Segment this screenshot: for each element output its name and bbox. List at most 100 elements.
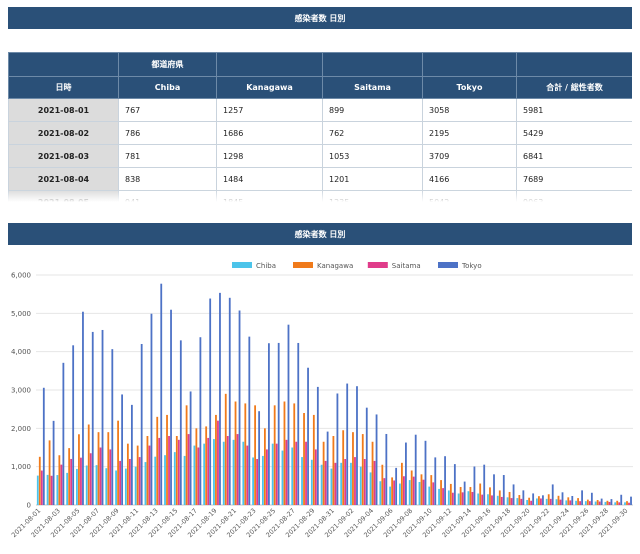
bar [183,455,186,505]
table-row: 2021-08-02 786 1686 762 2195 5429 [8,121,632,145]
bar [420,474,423,505]
bar [160,283,163,505]
bar [170,309,172,505]
bar [405,442,407,505]
bar [471,491,474,505]
bar [453,464,456,505]
column-header[interactable]: Chiba [118,76,217,99]
table-cell: 1298 [216,144,323,168]
bar [219,292,221,505]
table-cell: 786 [118,121,217,145]
bar [234,401,237,505]
bar [430,475,433,505]
column-header[interactable]: Saitama [322,76,423,99]
group-header-blank [422,52,517,77]
bar [305,441,307,505]
bar [213,439,215,505]
bar [528,497,531,505]
bar [287,324,290,505]
bar [168,436,170,505]
table-cell: 899 [322,98,423,122]
legend-item[interactable]: Chiba [232,262,276,270]
bar [604,501,607,505]
column-header[interactable]: 合計 / 総性者数 [516,76,632,99]
column-header-row: 日時 Chiba Kanagawa Saitama Tokyo 合計 / 総性者数 [8,76,632,99]
bar [385,433,388,505]
bar [590,492,593,505]
bar [522,490,525,505]
bar [401,462,403,505]
table-body: 2021-08-01 767 1257 899 3058 5981 2021-08-02 78… [8,98,632,202]
bar [508,491,511,505]
bar [82,311,84,505]
bar [295,441,298,505]
legend-item[interactable]: Tokyo [438,262,482,270]
bar [359,466,362,505]
bar [626,501,628,505]
bar [322,441,325,505]
table-cell: 6841 [516,144,632,168]
bar [500,496,503,505]
group-header-blank [216,52,323,77]
column-header[interactable]: 日時 [8,76,119,99]
bar [434,457,437,505]
bar [248,336,251,505]
cases-bar-chart: 0 1,000 2,000 3,000 4,000 5,000 6,000 Chiba Kana… [10,262,633,539]
legend-swatch [232,262,252,268]
bar [352,432,354,505]
bar [154,456,157,505]
bar [314,449,317,505]
bar [489,487,491,505]
bar [91,331,94,505]
bar [391,477,394,505]
table-section-header: 感染者数 日別 [8,7,632,29]
bar [265,449,268,505]
bar [571,495,574,505]
bar [66,472,69,505]
legend-item[interactable]: Kanagawa [293,262,353,270]
bar [549,498,552,505]
bar [424,440,427,505]
bar [330,468,333,505]
bar [588,501,591,505]
bar [530,500,533,505]
bar [128,459,131,505]
bar [361,434,364,505]
bar [293,403,296,505]
bar [479,483,482,505]
bar [418,482,421,505]
column-header[interactable]: Tokyo [422,76,517,99]
bar [271,443,274,505]
bar [87,424,90,505]
bar [614,502,617,505]
bar [246,445,249,505]
bar [334,462,337,505]
bar [205,426,208,505]
bar [324,460,327,505]
bar [195,428,198,505]
bar [283,401,286,505]
bar [48,440,51,505]
legend-item[interactable]: Saitama [367,262,421,270]
bar [414,434,417,505]
bar [536,498,538,505]
bar [156,416,159,505]
bar [403,476,405,505]
bar [496,495,499,505]
bar [119,460,121,505]
bar [126,443,129,505]
bar [363,459,366,505]
column-header[interactable]: Kanagawa [216,76,323,99]
bar [320,464,323,505]
cases-table: 都道府県 日時 Chiba Kanagawa Saitama Tokyo 合計 / 総性者… [8,52,632,202]
bar [78,434,80,505]
bar [628,502,630,505]
bar [538,496,540,505]
bar [40,470,43,505]
table-cell: 767 [118,98,217,122]
bar [477,493,480,505]
bar [332,436,335,505]
bar [267,343,270,505]
cases-table-container[interactable]: 都道府県 日時 Chiba Kanagawa Saitama Tokyo 合計 / 総性者… [8,52,632,202]
bar [383,478,386,505]
